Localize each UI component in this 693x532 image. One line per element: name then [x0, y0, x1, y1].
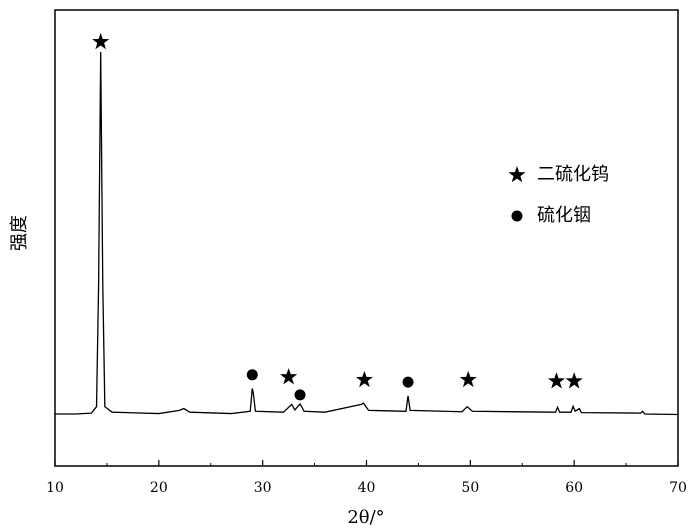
- x-axis-label: 2θ/°: [347, 507, 384, 528]
- star-marker: [566, 372, 583, 388]
- x-tick-label: 60: [565, 480, 583, 496]
- plot-frame: [55, 10, 678, 466]
- x-tick-label: 10: [46, 480, 64, 496]
- star-marker: [460, 371, 477, 387]
- page: 2θ/° 强度 10203040506070二硫化钨硫化铟 (() => { c…: [0, 0, 693, 532]
- x-tick-label: 40: [358, 480, 376, 496]
- star-marker: [280, 368, 297, 384]
- x-tick-label: 70: [669, 480, 687, 496]
- star-marker: [548, 372, 565, 388]
- xrd-line: [55, 52, 678, 415]
- circle-marker: [403, 377, 414, 388]
- star-marker: [356, 371, 373, 387]
- circle-marker: [512, 211, 523, 222]
- x-tick-label: 30: [254, 480, 272, 496]
- legend-label: 硫化铟: [537, 205, 591, 226]
- star-marker: [508, 166, 525, 182]
- chart: 2θ/° 强度 10 20 30 40 50 60 70 二硫化钨硫化铟: [0, 0, 693, 532]
- circle-marker: [295, 389, 306, 400]
- x-tick-label: 20: [150, 480, 168, 496]
- circle-marker: [247, 369, 258, 380]
- y-axis-label: 强度: [9, 215, 30, 251]
- star-marker: [92, 33, 109, 49]
- x-tick-label: 50: [461, 480, 479, 496]
- legend-label: 二硫化钨: [537, 164, 609, 185]
